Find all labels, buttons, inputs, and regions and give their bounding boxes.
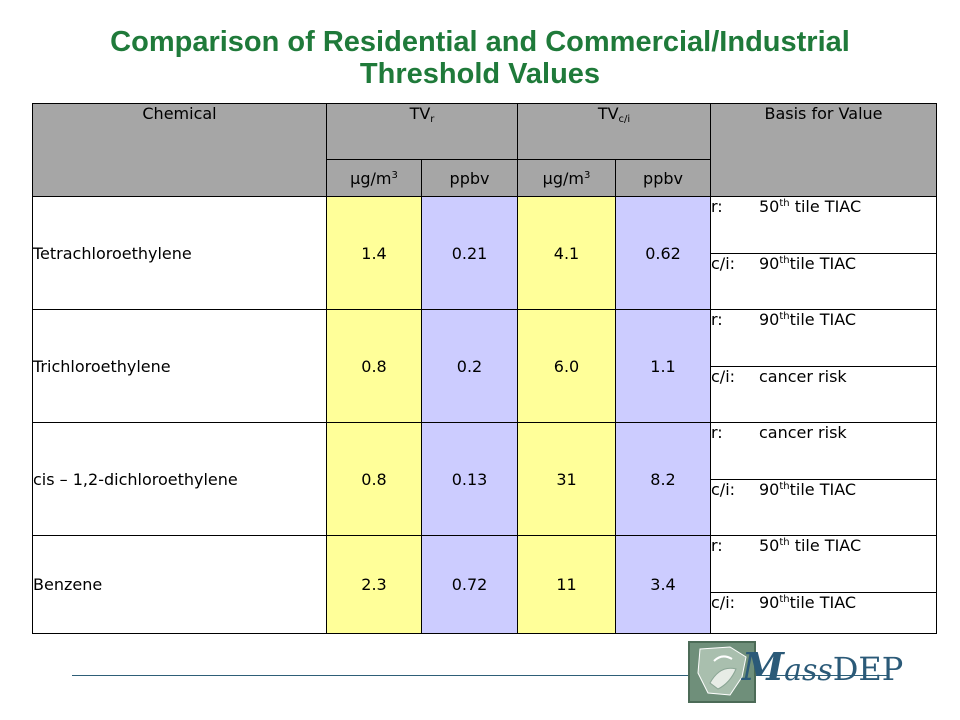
- header-basis-for-value: Basis for Value: [710, 103, 937, 197]
- table-row: Trichloroethylene 0.8 0.2 6.0 1.1 r: 90th…: [32, 309, 937, 423]
- footer-divider: [72, 675, 888, 676]
- unit-ugm3-residential: µg/m3: [326, 159, 422, 197]
- tv-r-ugm3: 2.3: [326, 535, 422, 634]
- tv-r-ugm3: 1.4: [326, 196, 422, 310]
- basis-commercial: c/i: 90thtile TIAC: [710, 479, 937, 536]
- tv-r-ugm3: 0.8: [326, 422, 422, 536]
- chemical-name: Tetrachloroethylene: [32, 196, 327, 310]
- tv-ci-ugm3: 11: [517, 535, 616, 634]
- unit-ppbv-residential: ppbv: [421, 159, 518, 197]
- tv-r-ppbv: 0.72: [421, 535, 518, 634]
- table-row: Benzene 2.3 0.72 11 3.4 r: 50th tile TIAC: [32, 535, 937, 634]
- header-chemical: Chemical: [32, 103, 327, 197]
- basis-commercial: c/i: cancer risk: [710, 366, 937, 423]
- tv-ci-ppbv: 3.4: [615, 535, 711, 634]
- tv-r-ppbv: 0.21: [421, 196, 518, 310]
- massdep-emblem-icon: [688, 641, 756, 703]
- title-line-1: Comparison of Residential and Commercial…: [110, 26, 850, 58]
- basis-commercial: c/i: 90thtile TIAC: [710, 592, 937, 634]
- unit-ppbv-commercial: ppbv: [615, 159, 711, 197]
- chemical-name: cis – 1,2-dichloroethylene: [32, 422, 327, 536]
- tv-ci-ppbv: 1.1: [615, 309, 711, 423]
- threshold-values-table: Chemical TVr TVc/i Basis for Value µg/m3…: [32, 103, 937, 634]
- basis-residential: r: 50th tile TIAC: [710, 535, 937, 593]
- tv-ci-ugm3: 4.1: [517, 196, 616, 310]
- chemical-name: Benzene: [32, 535, 327, 634]
- table-row: cis – 1,2-dichloroethylene 0.8 0.13 31 8…: [32, 422, 937, 536]
- unit-ugm3-commercial: µg/m3: [517, 159, 616, 197]
- basis-residential: r: 90thtile TIAC: [710, 309, 937, 367]
- header-tv-commercial-industrial: TVc/i: [517, 103, 711, 160]
- chemical-name: Trichloroethylene: [32, 309, 327, 423]
- table-row: Tetrachloroethylene 1.4 0.21 4.1 0.62 r:…: [32, 196, 937, 310]
- basis-commercial: c/i: 90thtile TIAC: [710, 253, 937, 310]
- tv-ci-ppbv: 8.2: [615, 422, 711, 536]
- basis-residential: r: 50th tile TIAC: [710, 196, 937, 254]
- header-tv-residential: TVr: [326, 103, 518, 160]
- tv-r-ppbv: 0.13: [421, 422, 518, 536]
- basis-residential: r: cancer risk: [710, 422, 937, 480]
- tv-ci-ugm3: 6.0: [517, 309, 616, 423]
- massdep-logo: MassDEP: [742, 644, 904, 689]
- page-title: Comparison of Residential and Commercial…: [0, 26, 960, 90]
- tv-ci-ppbv: 0.62: [615, 196, 711, 310]
- tv-r-ppbv: 0.2: [421, 309, 518, 423]
- tv-ci-ugm3: 31: [517, 422, 616, 536]
- title-line-2: Threshold Values: [359, 58, 601, 90]
- tv-r-ugm3: 0.8: [326, 309, 422, 423]
